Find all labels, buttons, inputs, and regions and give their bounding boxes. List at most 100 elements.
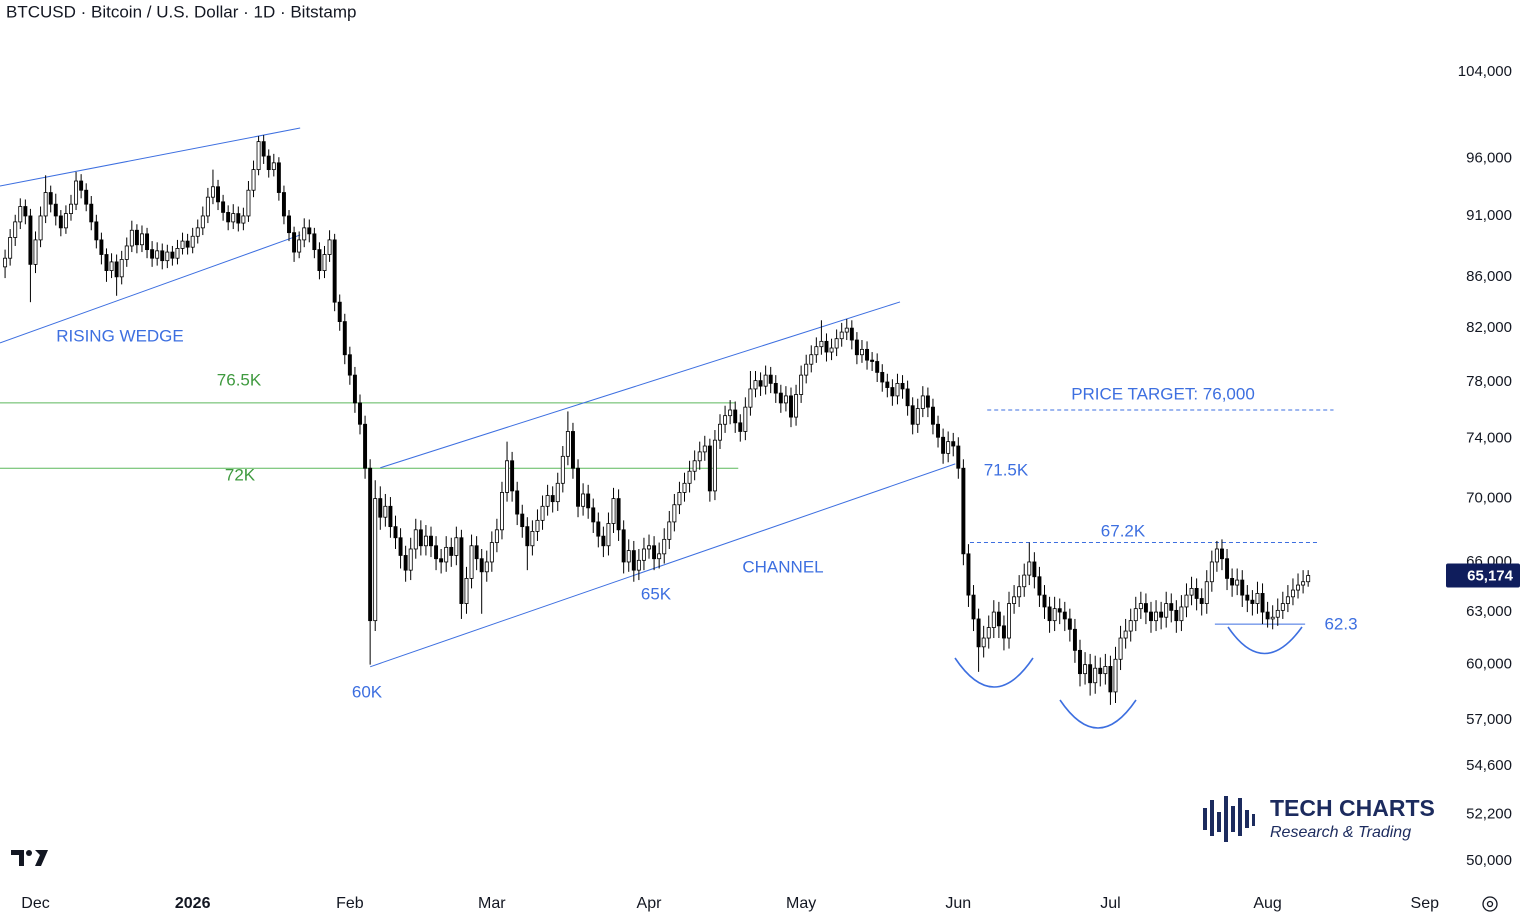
candle-body xyxy=(682,482,687,493)
candle-body xyxy=(48,192,53,205)
candle-body xyxy=(99,239,104,255)
candle-body xyxy=(733,409,738,424)
candle-body xyxy=(175,247,180,259)
candle-body xyxy=(150,249,155,259)
candle-body xyxy=(165,251,170,262)
candle-body xyxy=(626,550,631,563)
x-tick-label: Jun xyxy=(945,895,971,912)
candle-body xyxy=(1098,667,1103,675)
y-tick-label: 82,000 xyxy=(1466,319,1512,336)
candle-body xyxy=(936,423,941,438)
candle-body xyxy=(236,213,241,224)
y-tick-label: 86,000 xyxy=(1466,268,1512,285)
candle-body xyxy=(941,436,946,454)
candle-body xyxy=(1083,664,1088,675)
candle-body xyxy=(494,529,499,543)
y-tick-label: 78,000 xyxy=(1466,373,1512,390)
candle-body xyxy=(981,637,986,648)
y-tick-label: 74,000 xyxy=(1466,430,1512,447)
candle-body xyxy=(905,388,910,407)
candle-body xyxy=(418,529,423,547)
candle-body xyxy=(1179,606,1184,622)
candle-body xyxy=(743,406,748,432)
annotation: RISING WEDGE xyxy=(56,326,184,345)
annotation: PRICE TARGET: 76,000 xyxy=(1071,384,1255,403)
candle-body xyxy=(885,381,890,388)
candle-body xyxy=(1057,608,1062,613)
candle-body xyxy=(195,227,200,237)
x-tick-label: Aug xyxy=(1253,895,1281,912)
candle-body xyxy=(216,186,221,203)
candle-body xyxy=(996,611,1001,627)
candle-body xyxy=(1235,579,1240,586)
annotation: 76.5K xyxy=(217,370,262,389)
candle-body xyxy=(474,545,479,560)
candle-body xyxy=(1067,618,1072,630)
candle-body xyxy=(773,382,778,394)
candle-body xyxy=(302,227,307,241)
candle-body xyxy=(545,495,550,507)
cup-arc xyxy=(1227,626,1303,655)
tradingview-logo xyxy=(11,850,48,866)
candle-body xyxy=(1149,611,1153,622)
candle-body xyxy=(13,221,18,238)
candle-body xyxy=(63,213,68,229)
candle-body xyxy=(723,415,728,425)
candle-body xyxy=(1260,593,1265,613)
candle-body xyxy=(799,374,804,395)
candle-body xyxy=(1255,593,1260,604)
candle-body xyxy=(1022,574,1027,588)
candle-body xyxy=(925,395,930,408)
candle-body xyxy=(1118,637,1123,660)
candle-body xyxy=(505,460,510,493)
candle-body xyxy=(53,203,58,217)
candle-body xyxy=(870,359,875,362)
candle-body xyxy=(794,394,799,418)
candle-body xyxy=(271,162,276,171)
candle-body xyxy=(636,559,641,571)
candle-body xyxy=(28,215,33,265)
candle-body xyxy=(829,347,834,353)
candle-body xyxy=(844,327,849,333)
candle-body xyxy=(890,387,895,397)
candle-body xyxy=(281,192,286,217)
candle-body xyxy=(444,546,449,563)
candle-body xyxy=(200,215,205,229)
candle-body xyxy=(1078,649,1082,675)
candle-body xyxy=(1184,594,1189,608)
y-tick-label: 50,000 xyxy=(1466,852,1512,869)
candle-body xyxy=(1012,596,1017,604)
candle-body xyxy=(1209,561,1214,583)
candle-body xyxy=(565,431,570,457)
candle-body xyxy=(880,371,885,383)
candle-body xyxy=(611,498,616,524)
candle-body xyxy=(976,618,981,648)
candle-body xyxy=(23,206,28,217)
candle-body xyxy=(1225,558,1230,579)
y-tick-label: 57,000 xyxy=(1466,711,1512,728)
candle-body xyxy=(702,445,707,453)
last-price-badge xyxy=(1446,563,1520,588)
y-tick-label: 52,200 xyxy=(1466,806,1512,823)
candle-body xyxy=(961,467,966,555)
candle-body xyxy=(1108,666,1113,693)
candle-body xyxy=(347,354,352,376)
candle-body xyxy=(910,405,915,425)
annotation: 71.5K xyxy=(984,460,1029,479)
candle-body xyxy=(677,492,682,506)
candle-body xyxy=(439,558,444,563)
candle-body xyxy=(819,340,824,348)
candle-body xyxy=(1113,658,1118,693)
y-tick-label: 91,000 xyxy=(1466,207,1512,224)
candle-body xyxy=(530,530,535,547)
candle-body xyxy=(109,261,114,271)
candle-body xyxy=(358,402,362,425)
candle-body xyxy=(449,546,454,556)
x-tick-label: Jul xyxy=(1100,895,1120,912)
candle-body xyxy=(540,505,545,521)
candle-body xyxy=(1189,588,1194,596)
candle-body xyxy=(900,382,905,390)
settings-icon[interactable] xyxy=(1482,896,1498,912)
candle-body xyxy=(160,250,165,262)
annotation: 72K xyxy=(225,465,256,484)
